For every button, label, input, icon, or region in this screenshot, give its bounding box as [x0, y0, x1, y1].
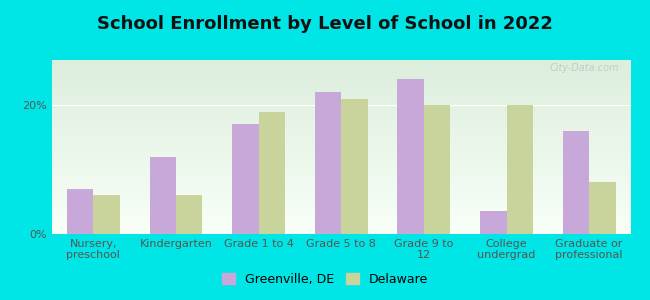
Bar: [259, 112, 285, 234]
Bar: [424, 105, 450, 234]
Bar: [150, 157, 176, 234]
Bar: [94, 195, 120, 234]
Bar: [232, 124, 259, 234]
Bar: [506, 105, 533, 234]
Legend: Greenville, DE, Delaware: Greenville, DE, Delaware: [217, 268, 433, 291]
Bar: [589, 182, 616, 234]
Bar: [315, 92, 341, 234]
Bar: [563, 131, 589, 234]
Bar: [341, 99, 368, 234]
Bar: [397, 79, 424, 234]
Bar: [67, 189, 94, 234]
Bar: [480, 212, 506, 234]
Bar: [176, 195, 202, 234]
Text: School Enrollment by Level of School in 2022: School Enrollment by Level of School in …: [97, 15, 553, 33]
Text: City-Data.com: City-Data.com: [549, 64, 619, 74]
